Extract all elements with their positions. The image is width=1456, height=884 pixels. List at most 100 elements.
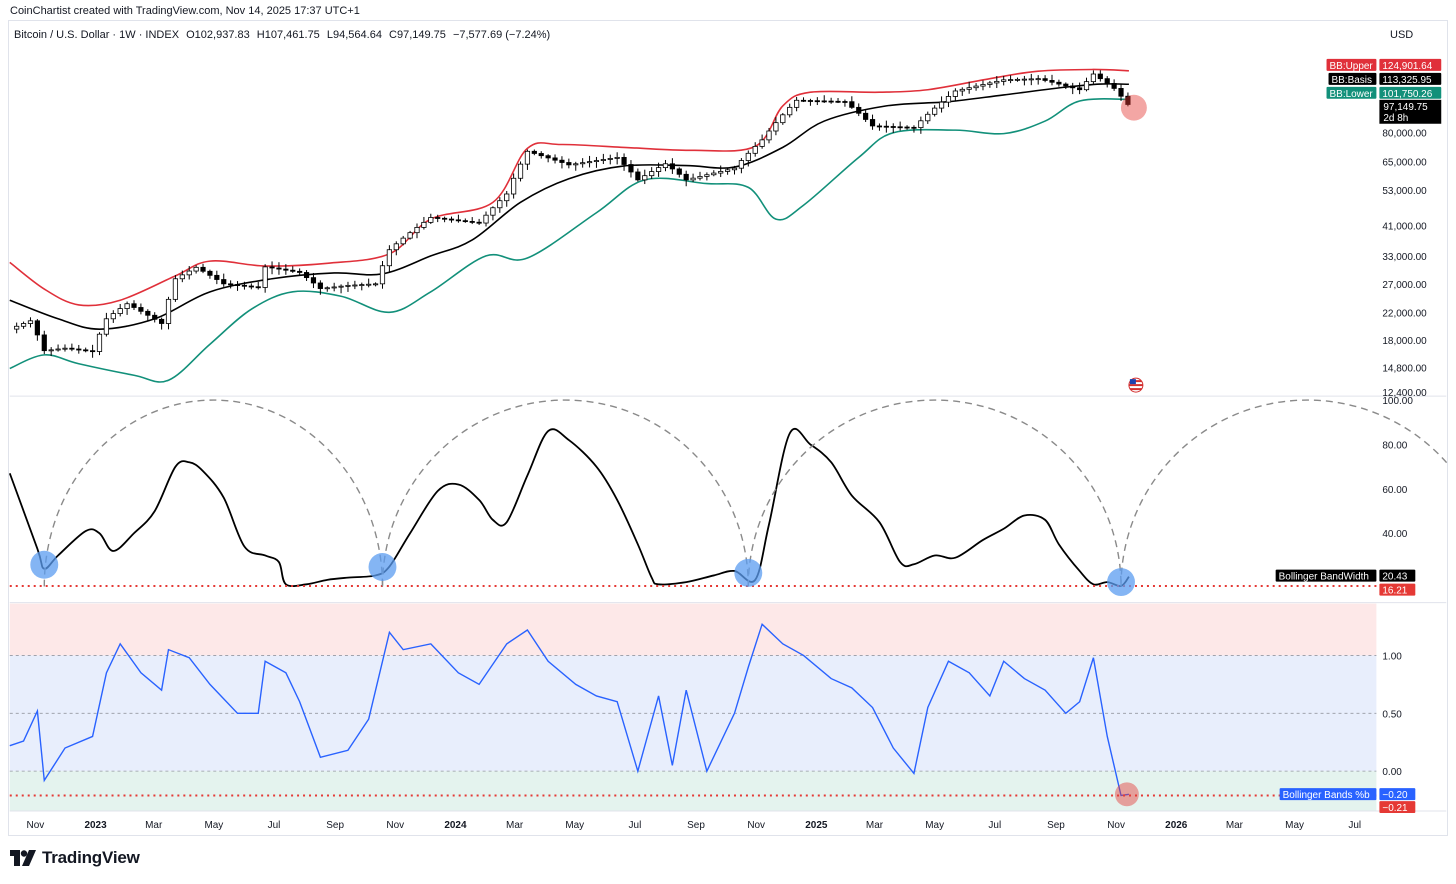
candle-up: [766, 130, 772, 141]
ohlc-low-label: L: [326, 29, 333, 41]
candle-down: [207, 270, 213, 276]
pctb-value-label-bg: [1379, 788, 1416, 801]
pctb-last-highlight: [1114, 782, 1139, 807]
candle-up: [524, 150, 531, 165]
time-axis-tick: Jul: [1348, 820, 1361, 831]
time-axis-tick: May: [565, 820, 584, 831]
candle-down: [552, 157, 558, 161]
ohlc-high-label: H: [256, 29, 265, 41]
price-axis-tick: 22,000.00: [1382, 308, 1427, 319]
last-price-tag-bg: [1379, 99, 1442, 124]
chart-canvas[interactable]: 12,400.00 14,800.00 18,000.00 22,000.00 27,0…: [9, 21, 1447, 835]
candle-down: [159, 318, 165, 324]
tradingview-brand: TradingView: [10, 848, 140, 868]
pctb-name-label: Bollinger Bands %b: [1283, 790, 1370, 801]
bb-basis-line: [9, 83, 1129, 330]
candle-up: [386, 249, 392, 267]
tradingview-wordmark: TradingView: [42, 848, 140, 867]
candle-up: [165, 298, 172, 324]
last-price-highlight: [1120, 94, 1147, 121]
time-axis-tick: Nov: [1107, 820, 1125, 831]
candle-down: [442, 217, 448, 220]
candle-down: [69, 347, 75, 350]
candle-down: [842, 101, 848, 103]
candle-down: [1070, 85, 1076, 89]
candle-down: [669, 163, 675, 170]
candle-up: [573, 163, 579, 166]
pctb-line: [9, 622, 1130, 797]
candle-up: [400, 237, 406, 245]
pctb-name-label-bg: [1279, 788, 1377, 801]
candle-up: [745, 152, 751, 161]
candle-up: [738, 160, 744, 169]
candle-down: [1042, 78, 1048, 81]
candle-up: [517, 163, 524, 179]
bb-lower-name-label: BB:Lower: [1330, 89, 1374, 100]
candle-down: [814, 100, 820, 103]
ohlc-high: 107,461.75: [264, 29, 320, 41]
candle-up: [193, 266, 199, 272]
candle-down: [248, 285, 254, 288]
candle-down: [152, 314, 158, 320]
candle-down: [455, 219, 462, 222]
candle-up: [504, 193, 510, 202]
candle-up: [1007, 79, 1014, 81]
candle-down: [255, 286, 261, 289]
time-axis-tick: Jul: [629, 820, 642, 831]
candle-down: [435, 217, 441, 219]
candle-down: [1056, 81, 1062, 85]
candle-up: [918, 120, 924, 129]
cycle-arc: [43, 399, 384, 587]
candle-down: [1097, 73, 1103, 80]
candle-up: [952, 90, 958, 97]
candle-down: [828, 100, 834, 103]
pctb-level-label: −0.21: [1382, 803, 1408, 814]
candle-down: [469, 221, 475, 223]
bb-upper-value-label: 124,901.64: [1382, 61, 1432, 72]
time-axis-tick: Mar: [145, 820, 163, 831]
candle-up: [945, 96, 952, 103]
candle-down: [807, 100, 814, 102]
time-axis-tick: Jul: [988, 820, 1001, 831]
time-axis-tick: Jul: [268, 820, 281, 831]
time-axis-tick: Sep: [1047, 820, 1065, 831]
candle-down: [283, 268, 289, 271]
candle-down: [1125, 95, 1131, 105]
bb-basis-value-label-bg: [1379, 72, 1442, 85]
candle-up: [1001, 79, 1007, 82]
candle-up: [731, 167, 738, 171]
currency-label[interactable]: USD: [1390, 29, 1414, 41]
candle-up: [1014, 78, 1021, 81]
candle-up: [649, 171, 655, 177]
candle-down: [856, 106, 862, 114]
bb-lower-value-label: 101,750.26: [1382, 89, 1432, 100]
candle-up: [262, 266, 268, 288]
time-axis-tick: May: [204, 820, 223, 831]
bb-basis-name-label-bg: [1328, 72, 1377, 85]
candle-down: [531, 150, 537, 154]
cycle-arc: [381, 399, 750, 587]
candle-down: [1104, 78, 1110, 84]
candle-down: [800, 99, 807, 102]
candle-down: [904, 126, 910, 129]
candle-down: [303, 272, 310, 279]
bb-basis-name-label: BB:Basis: [1332, 75, 1372, 86]
candle-up: [690, 177, 696, 181]
ohlc-open: 102,937.83: [194, 29, 250, 41]
symbol-name[interactable]: Bitcoin / U.S. Dollar · 1W · INDEX: [14, 29, 180, 41]
candle-up: [642, 175, 648, 181]
credit-line: CoinChartist created with TradingView.co…: [10, 5, 360, 17]
time-axis-tick: Sep: [326, 820, 344, 831]
candle-up: [925, 113, 931, 122]
time-axis-tick: 2024: [444, 820, 467, 831]
candle-up: [1028, 78, 1034, 81]
candle-down: [897, 126, 903, 129]
candle-down: [869, 119, 876, 127]
candle-up: [352, 284, 358, 287]
price-axis-tick: 18,000.00: [1382, 336, 1427, 347]
candle-down: [76, 348, 82, 351]
time-axis-tick: Mar: [866, 820, 884, 831]
ohlc-low: 94,564.64: [333, 29, 382, 41]
candle-up: [980, 84, 986, 87]
candle-down: [545, 155, 551, 159]
